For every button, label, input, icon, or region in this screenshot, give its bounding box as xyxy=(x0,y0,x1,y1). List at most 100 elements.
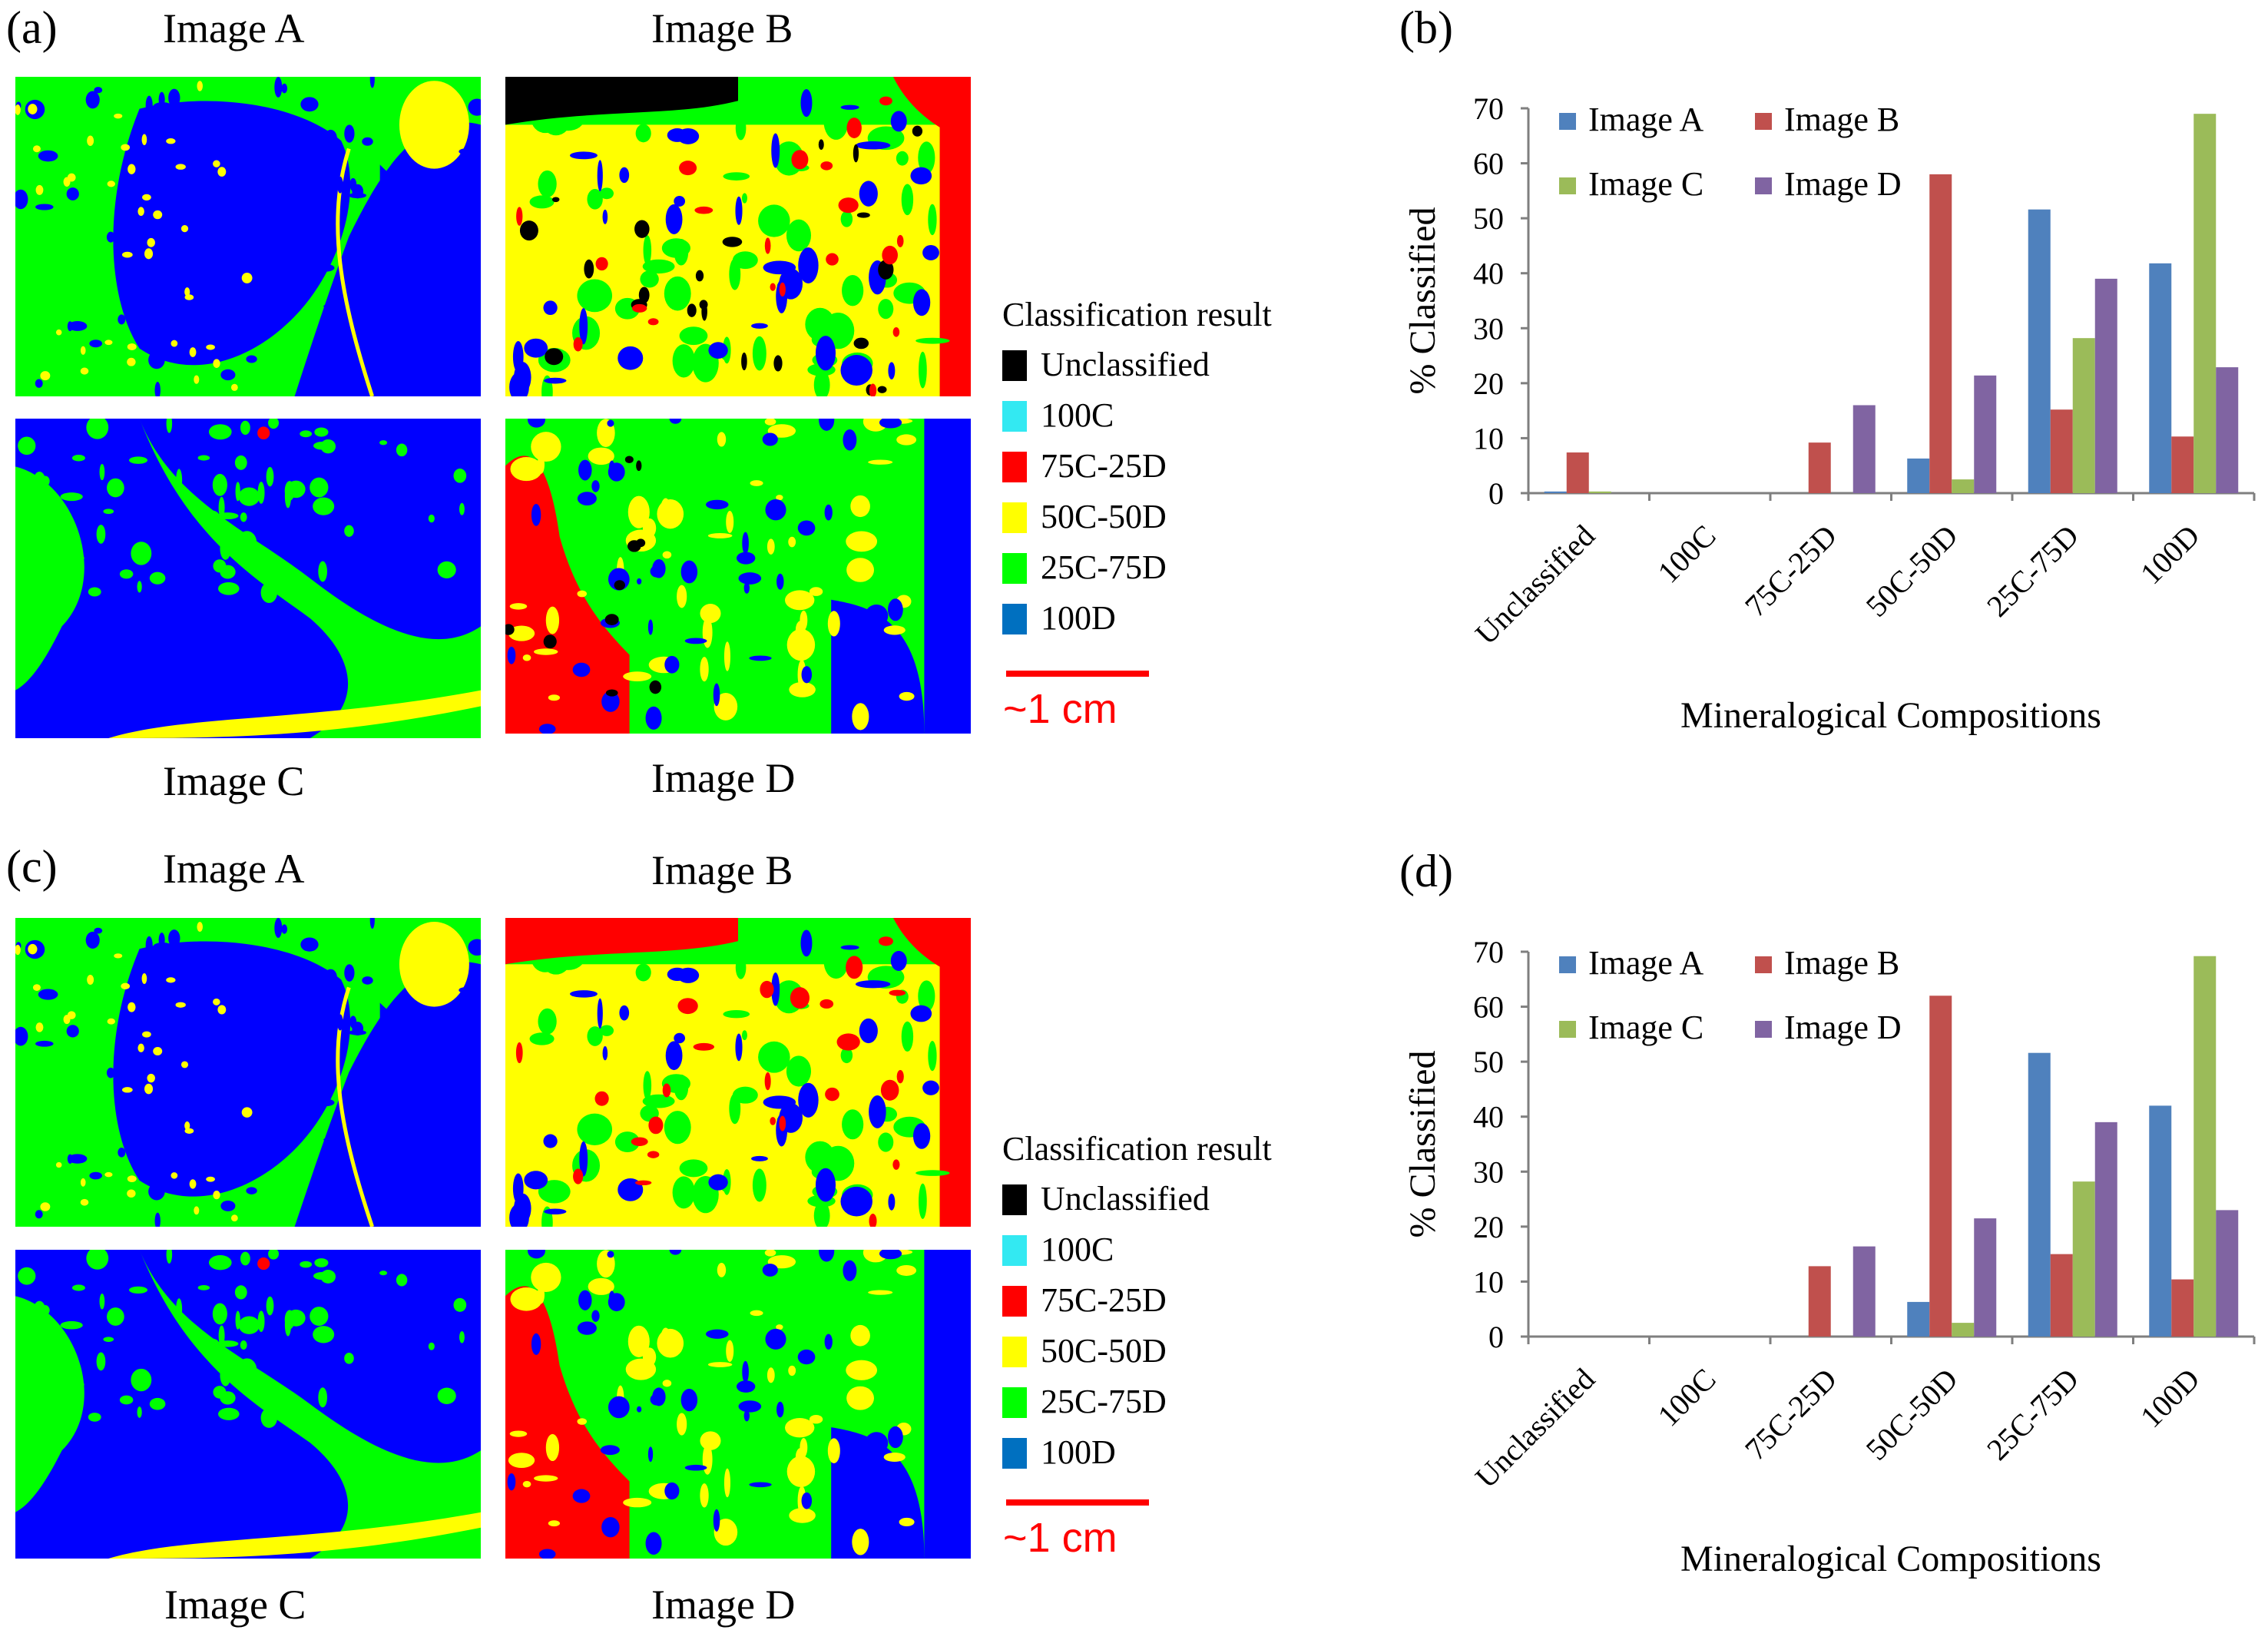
y-tick-label: 20 xyxy=(1473,1210,1504,1244)
legend-swatch xyxy=(1002,401,1027,432)
y-tick-label: 30 xyxy=(1473,311,1504,346)
legend-label: Image B xyxy=(1784,944,1899,982)
panel-label-a: (a) xyxy=(6,2,58,53)
x-tick-label: 50C-50D xyxy=(1859,1362,1965,1467)
bar-image-d-50c-50d xyxy=(1974,375,1997,493)
y-tick-label: 10 xyxy=(1473,1264,1504,1299)
legend-label: 25C-75D xyxy=(1041,1383,1167,1420)
legend-label: 100D xyxy=(1041,1433,1116,1471)
legend-label: Image B xyxy=(1784,101,1899,138)
legend-label: Unclassified xyxy=(1041,346,1210,383)
top-image-b-title: Image B xyxy=(651,5,793,51)
bottom-image-d-title: Image D xyxy=(651,1582,796,1628)
x-tick-label: 100C xyxy=(1651,1362,1722,1433)
legend-swatch xyxy=(1002,1235,1027,1266)
legend-swatch xyxy=(1002,452,1027,482)
x-tick-label: 100D xyxy=(2134,1362,2207,1435)
y-tick-label: 30 xyxy=(1473,1155,1504,1189)
bar-image-a-unclassified xyxy=(1544,491,1567,493)
top-classmap-d xyxy=(505,419,971,734)
chart-svg: 0 10 20 30 40 50 60 70 Unclassified 100C 75C-25D 50… xyxy=(1402,935,2256,1579)
bottom-image-c-title: Image C xyxy=(164,1582,306,1628)
legend-title: Classification result xyxy=(1002,296,1272,333)
top-scale-label: ~1 cm xyxy=(1003,686,1117,732)
x-tick-label: 75C-25D xyxy=(1738,1362,1843,1467)
x-tick-label: 75C-25D xyxy=(1738,518,1843,624)
y-tick-label: 0 xyxy=(1488,476,1504,511)
chart-d: 0 10 20 30 40 50 60 70 Unclassified 100C 75C-25D 50… xyxy=(1382,905,2258,1612)
bottom-classmap-a xyxy=(15,918,481,1227)
bar-image-d-75c-25d xyxy=(1852,1246,1876,1337)
top-scale-bar xyxy=(1006,671,1149,677)
bar-image-b-25c-75d xyxy=(2050,1254,2073,1337)
bar-image-b-75c-25d xyxy=(1808,442,1831,493)
y-tick-label: 60 xyxy=(1473,990,1504,1025)
bar-image-c-50c-50d xyxy=(1952,479,1975,493)
legend-swatch xyxy=(1755,113,1772,130)
y-tick-label: 20 xyxy=(1473,366,1504,401)
legend-swatch xyxy=(1559,1021,1576,1038)
legend-label: Image A xyxy=(1588,101,1704,138)
bottom-classification-legend: Classification result Unclassified 100C 75C… xyxy=(1002,1132,1340,1486)
legend-label: Unclassified xyxy=(1041,1180,1210,1218)
bar-image-a-25c-75d xyxy=(2028,1052,2051,1337)
bar-image-d-100d xyxy=(2216,367,2239,493)
y-tick-label: 40 xyxy=(1473,1100,1504,1135)
legend-swatch xyxy=(1559,113,1576,130)
legend-swatch xyxy=(1559,956,1576,973)
top-image-d-title: Image D xyxy=(651,755,796,801)
bar-image-d-75c-25d xyxy=(1852,405,1876,493)
y-tick-label: 10 xyxy=(1473,421,1504,456)
x-tick-label: Unclassified xyxy=(1468,518,1601,651)
x-tick-label: Unclassified xyxy=(1468,1362,1601,1495)
bar-image-c-50c-50d xyxy=(1952,1323,1975,1337)
bar-image-a-25c-75d xyxy=(2028,209,2051,493)
bar-image-c-25c-75d xyxy=(2072,338,2095,493)
bar-image-c-100d xyxy=(2194,956,2217,1337)
legend-swatch xyxy=(1002,553,1027,584)
bottom-classmap-c xyxy=(15,1250,481,1559)
bar-image-b-75c-25d xyxy=(1808,1266,1831,1337)
bar-image-d-25c-75d xyxy=(2094,1121,2117,1337)
legend-label: 50C-50D xyxy=(1041,498,1167,535)
bar-image-a-50c-50d xyxy=(1907,458,1930,493)
x-tick-label: 100D xyxy=(2134,518,2207,591)
bar-image-a-100d xyxy=(2149,263,2172,493)
x-axis-label: Mineralogical Compositions xyxy=(1680,695,2101,736)
bar-image-d-100d xyxy=(2216,1210,2239,1337)
legend-swatch xyxy=(1755,1021,1772,1038)
top-classmap-a xyxy=(15,77,481,396)
chart-b: 0 10 20 30 40 50 60 70 Unclassified 100C 75C-25D 50… xyxy=(1382,61,2258,768)
bottom-image-a-title: Image A xyxy=(163,846,305,892)
legend-label: 100D xyxy=(1041,599,1116,637)
y-tick-label: 70 xyxy=(1473,935,1504,969)
legend-label: Image C xyxy=(1588,165,1703,203)
bar-image-a-50c-50d xyxy=(1907,1301,1930,1337)
bar-image-a-100d xyxy=(2149,1105,2172,1337)
legend-label: Image A xyxy=(1588,944,1704,982)
top-image-a-title: Image A xyxy=(163,5,305,51)
legend-label: 25C-75D xyxy=(1041,548,1167,586)
panel-label-d: (d) xyxy=(1399,846,1453,896)
legend-swatch xyxy=(1002,1438,1027,1469)
legend-swatch xyxy=(1002,1184,1027,1215)
panel-label-c: (c) xyxy=(6,841,58,892)
legend-label: 100C xyxy=(1041,396,1114,434)
y-tick-label: 60 xyxy=(1473,147,1504,181)
y-tick-label: 40 xyxy=(1473,257,1504,291)
bar-image-b-50c-50d xyxy=(1929,174,1952,493)
y-axis-label: % Classified xyxy=(1402,207,1443,395)
bar-image-b-25c-75d xyxy=(2050,409,2073,493)
bar-image-d-25c-75d xyxy=(2094,278,2117,493)
bar-image-b-50c-50d xyxy=(1929,996,1952,1337)
top-classification-legend: Classification result Unclassified 100C 75C… xyxy=(1002,298,1340,651)
legend-swatch xyxy=(1755,177,1772,194)
legend-swatch xyxy=(1002,502,1027,533)
legend-label: Image D xyxy=(1784,1009,1902,1046)
x-tick-label: 25C-75D xyxy=(1980,518,2085,624)
legend-label: 100C xyxy=(1041,1231,1114,1268)
legend-swatch xyxy=(1002,1387,1027,1418)
y-tick-label: 70 xyxy=(1473,91,1504,126)
legend-label: Image C xyxy=(1588,1009,1703,1046)
legend-label: 50C-50D xyxy=(1041,1332,1167,1370)
